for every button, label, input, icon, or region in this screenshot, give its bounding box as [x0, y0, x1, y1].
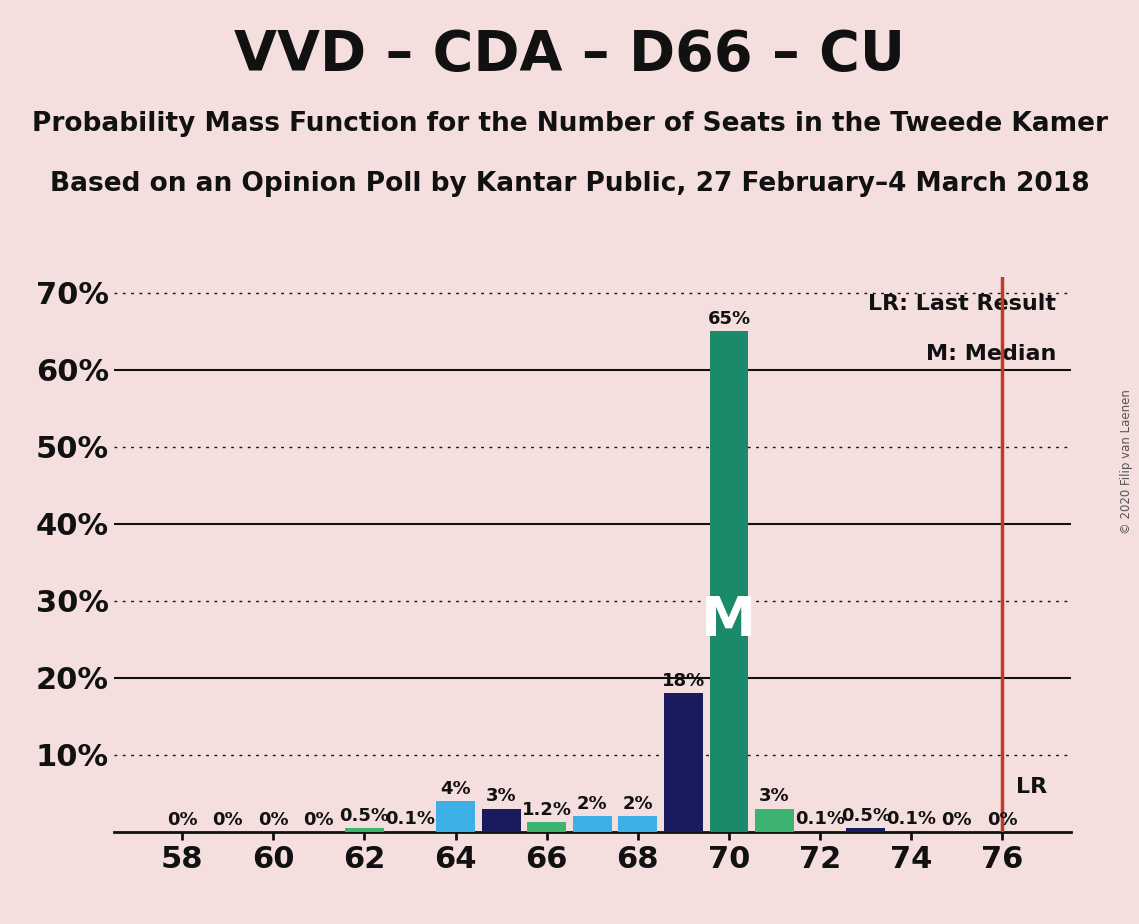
Text: Probability Mass Function for the Number of Seats in the Tweede Kamer: Probability Mass Function for the Number… — [32, 111, 1107, 137]
Text: M: Median: M: Median — [926, 344, 1056, 364]
Text: 0%: 0% — [304, 811, 334, 830]
Text: 0%: 0% — [167, 811, 197, 830]
Bar — [345, 828, 384, 832]
Bar — [618, 816, 657, 832]
Text: 4%: 4% — [441, 780, 470, 797]
Text: 3%: 3% — [486, 787, 516, 806]
Text: VVD – CDA – D66 – CU: VVD – CDA – D66 – CU — [233, 28, 906, 81]
Text: LR: Last Result: LR: Last Result — [868, 294, 1056, 314]
Text: 0.5%: 0.5% — [339, 807, 390, 824]
Bar — [710, 331, 748, 832]
Text: 0%: 0% — [259, 811, 288, 830]
Bar — [436, 801, 475, 832]
Text: 0.1%: 0.1% — [886, 809, 936, 828]
Text: 18%: 18% — [662, 672, 705, 690]
Text: 0.1%: 0.1% — [385, 809, 435, 828]
Text: LR: LR — [1016, 777, 1047, 797]
Text: 2%: 2% — [577, 796, 607, 813]
Text: © 2020 Filip van Laenen: © 2020 Filip van Laenen — [1121, 390, 1133, 534]
Bar — [846, 828, 885, 832]
Text: Based on an Opinion Poll by Kantar Public, 27 February–4 March 2018: Based on an Opinion Poll by Kantar Publi… — [50, 171, 1089, 197]
Text: 65%: 65% — [707, 310, 751, 328]
Text: 3%: 3% — [760, 787, 789, 806]
Text: 0%: 0% — [213, 811, 243, 830]
Bar — [664, 693, 703, 832]
Text: M: M — [702, 594, 756, 649]
Bar — [527, 822, 566, 832]
Text: 0.5%: 0.5% — [841, 807, 891, 824]
Text: 0.1%: 0.1% — [795, 809, 845, 828]
Text: 0%: 0% — [988, 811, 1017, 830]
Bar — [573, 816, 612, 832]
Text: 0%: 0% — [942, 811, 972, 830]
Text: 1.2%: 1.2% — [522, 801, 572, 820]
Bar — [755, 808, 794, 832]
Bar — [482, 808, 521, 832]
Text: 2%: 2% — [623, 796, 653, 813]
